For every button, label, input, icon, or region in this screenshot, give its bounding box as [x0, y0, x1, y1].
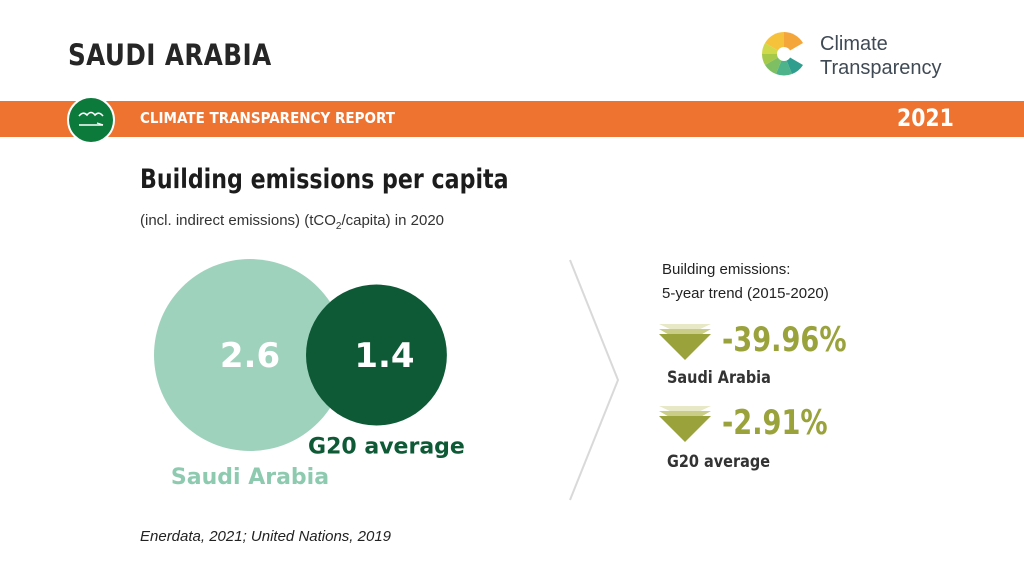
chart-title: Building emissions per capita: [140, 164, 509, 195]
bubble-label-g20-average: G20 average: [308, 434, 465, 459]
trend-heading: Building emissions: 5-year trend (2015-2…: [662, 258, 829, 306]
down-triangle-icon: [659, 324, 711, 360]
bubble-label-saudi-arabia: Saudi Arabia: [171, 465, 329, 490]
report-banner: [0, 101, 1024, 137]
trend-heading-line-1: Building emissions:: [662, 261, 791, 278]
trend-value-g20-average: -2.91%: [722, 403, 828, 443]
subtitle-prefix: (incl. indirect emissions) (tCO: [140, 212, 336, 229]
down-triangle-icon: [659, 406, 711, 442]
bubble-g20-average: [306, 284, 447, 426]
trend-name-saudi-arabia: Saudi Arabia: [667, 368, 771, 388]
logo-line-2: Transparency: [820, 57, 942, 79]
subtitle-suffix: /capita) in 2020: [341, 212, 445, 229]
trend-value-saudi-arabia: -39.96%: [722, 320, 847, 360]
bubble-chart: 2.6 1.4 Saudi Arabia G20 average: [154, 259, 465, 490]
logo-wordmark: Climate Transparency: [820, 32, 942, 80]
bubble-value-saudi-arabia: 2.6: [220, 336, 280, 376]
logo-line-1: Climate: [820, 33, 888, 55]
report-year: 2021: [897, 104, 954, 132]
saudi-flag-icon: [67, 96, 115, 144]
report-label: CLIMATE TRANSPARENCY REPORT: [140, 109, 395, 127]
trend-heading-line-2: 5-year trend (2015-2020): [662, 285, 829, 302]
country-title: SAUDI ARABIA: [68, 38, 272, 72]
source-note: Enerdata, 2021; United Nations, 2019: [140, 528, 392, 545]
climate-transparency-logo: [762, 32, 803, 76]
bubble-saudi-arabia: [154, 259, 346, 451]
trend-name-g20-average: G20 average: [667, 452, 770, 472]
subtitle-subscript: 2: [335, 221, 342, 232]
chevron-divider: [569, 259, 620, 501]
chart-subtitle: (incl. indirect emissions) (tCO2/capita)…: [140, 212, 444, 232]
bubble-value-g20-average: 1.4: [354, 336, 414, 376]
